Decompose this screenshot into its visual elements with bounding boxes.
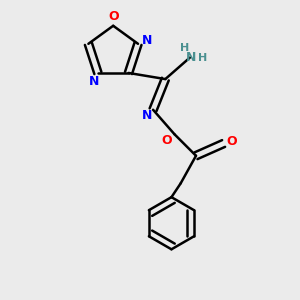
Text: H: H	[180, 43, 189, 53]
Text: N: N	[142, 109, 152, 122]
Text: N: N	[89, 75, 99, 88]
Text: O: O	[161, 134, 172, 147]
Text: N: N	[141, 34, 152, 47]
Text: N: N	[186, 51, 197, 64]
Text: O: O	[108, 10, 119, 23]
Text: H: H	[197, 52, 207, 63]
Text: O: O	[226, 136, 237, 148]
